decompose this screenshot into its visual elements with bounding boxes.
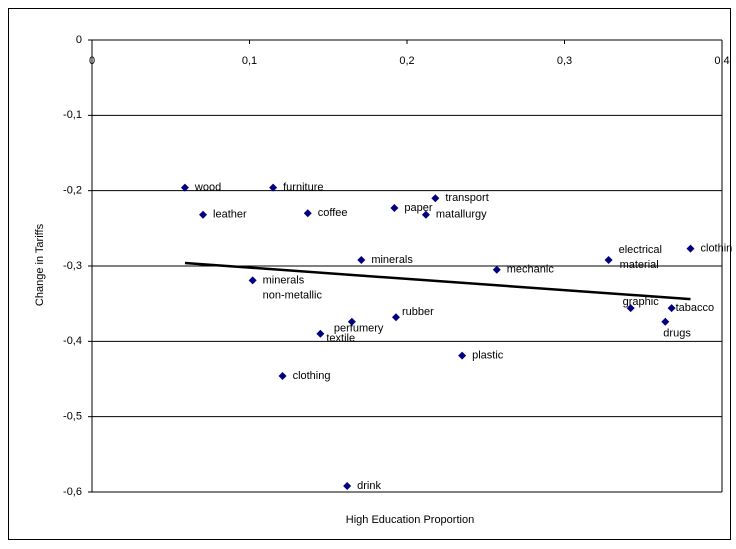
point-label: graphic [623, 296, 660, 308]
point-label: furniture [283, 182, 323, 194]
point [661, 317, 670, 326]
y-tick-label: 0 [76, 34, 82, 46]
point [686, 244, 695, 253]
point [316, 329, 325, 338]
x-axis-title: High Education Proportion [346, 514, 474, 526]
point [343, 481, 352, 490]
point [492, 265, 501, 274]
point-label: transport [445, 192, 488, 204]
point-label: matallurgy [436, 209, 487, 221]
point-label: drugs [663, 328, 691, 340]
point [180, 183, 189, 192]
point-label: perfumery [334, 323, 384, 335]
y-tick-label: -0,4 [63, 335, 82, 347]
chart-border [8, 8, 731, 540]
point [347, 317, 356, 326]
point [421, 210, 430, 219]
point [626, 304, 635, 313]
point [458, 351, 467, 360]
point [667, 304, 676, 313]
point-label: plastic [472, 350, 504, 362]
x-tick-label: 0,3 [557, 55, 572, 67]
y-axis-title: Change in Tariffs [34, 223, 46, 306]
y-tick-label: -0,2 [63, 185, 82, 197]
point-label: paper [404, 202, 432, 214]
point-label: drink [357, 480, 381, 492]
y-tick-label: -0,5 [63, 411, 82, 423]
point-label: minerals non-metallic [263, 274, 323, 301]
point-label: wood [194, 182, 221, 194]
point-label: tabacco [676, 302, 715, 314]
y-tick-label: -0,6 [63, 486, 82, 498]
point [390, 203, 399, 212]
point [248, 276, 257, 285]
point [303, 209, 312, 218]
point-label: electrical material [619, 244, 665, 271]
point [391, 313, 400, 322]
point [604, 255, 613, 264]
point [278, 371, 287, 380]
point-label: clothing [293, 370, 331, 382]
point-label: minerals [371, 254, 413, 266]
point-label: coffee [318, 207, 348, 219]
point-label: textile [326, 333, 355, 345]
point [199, 210, 208, 219]
x-tick-label: 0,2 [399, 55, 414, 67]
point [431, 194, 440, 203]
point-label: rubber [402, 306, 434, 318]
point-label: clothin [701, 243, 733, 255]
point-label: leather [213, 209, 247, 221]
x-tick-label: 0,1 [242, 55, 257, 67]
y-tick-label: -0,1 [63, 109, 82, 121]
y-tick-label: -0,3 [63, 260, 82, 272]
point [269, 183, 278, 192]
point [357, 255, 366, 264]
trend-line [184, 261, 691, 301]
point-label: mechanic [507, 264, 555, 276]
